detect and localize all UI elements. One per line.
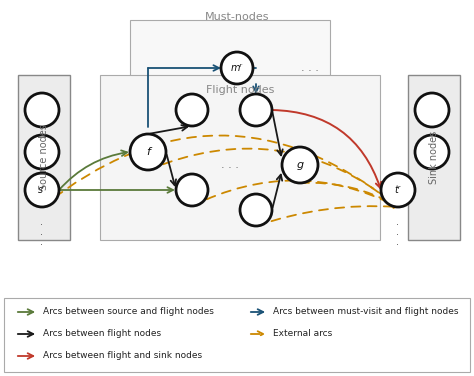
Circle shape bbox=[25, 93, 59, 127]
Text: . . .: . . . bbox=[221, 160, 239, 170]
Text: Sink nodes: Sink nodes bbox=[429, 131, 439, 184]
Bar bbox=[18, 75, 70, 240]
Text: .: . bbox=[40, 227, 44, 237]
Text: Must-nodes: Must-nodes bbox=[205, 12, 269, 22]
Text: . . .: . . . bbox=[301, 63, 319, 73]
Bar bbox=[408, 75, 460, 240]
Text: g: g bbox=[296, 160, 303, 170]
Circle shape bbox=[25, 135, 59, 169]
Text: External arcs: External arcs bbox=[273, 329, 332, 338]
Text: f: f bbox=[146, 147, 150, 157]
Circle shape bbox=[240, 194, 272, 226]
Text: Arcs between flight and sink nodes: Arcs between flight and sink nodes bbox=[43, 352, 202, 361]
Circle shape bbox=[415, 135, 449, 169]
Text: .: . bbox=[396, 227, 400, 237]
Text: .: . bbox=[396, 237, 400, 247]
Text: Arcs between flight nodes: Arcs between flight nodes bbox=[43, 329, 161, 338]
Text: tʳ: tʳ bbox=[395, 185, 401, 195]
Bar bbox=[100, 75, 380, 240]
Circle shape bbox=[415, 93, 449, 127]
Text: Arcs between must-visit and flight nodes: Arcs between must-visit and flight nodes bbox=[273, 308, 458, 317]
Bar bbox=[130, 20, 330, 95]
Circle shape bbox=[130, 134, 166, 170]
Text: .: . bbox=[396, 217, 400, 227]
Text: .: . bbox=[40, 237, 44, 247]
Text: .: . bbox=[40, 217, 44, 227]
Text: sʳ: sʳ bbox=[38, 185, 46, 195]
Bar bbox=[4, 298, 470, 372]
Circle shape bbox=[176, 94, 208, 126]
Text: Source nodes: Source nodes bbox=[39, 124, 49, 190]
Circle shape bbox=[240, 94, 272, 126]
Text: mʳ: mʳ bbox=[231, 63, 243, 73]
Circle shape bbox=[282, 147, 318, 183]
Text: Arcs between source and flight nodes: Arcs between source and flight nodes bbox=[43, 308, 214, 317]
Text: Flight nodes: Flight nodes bbox=[206, 85, 274, 95]
Circle shape bbox=[381, 173, 415, 207]
Circle shape bbox=[25, 173, 59, 207]
Circle shape bbox=[176, 174, 208, 206]
Circle shape bbox=[221, 52, 253, 84]
